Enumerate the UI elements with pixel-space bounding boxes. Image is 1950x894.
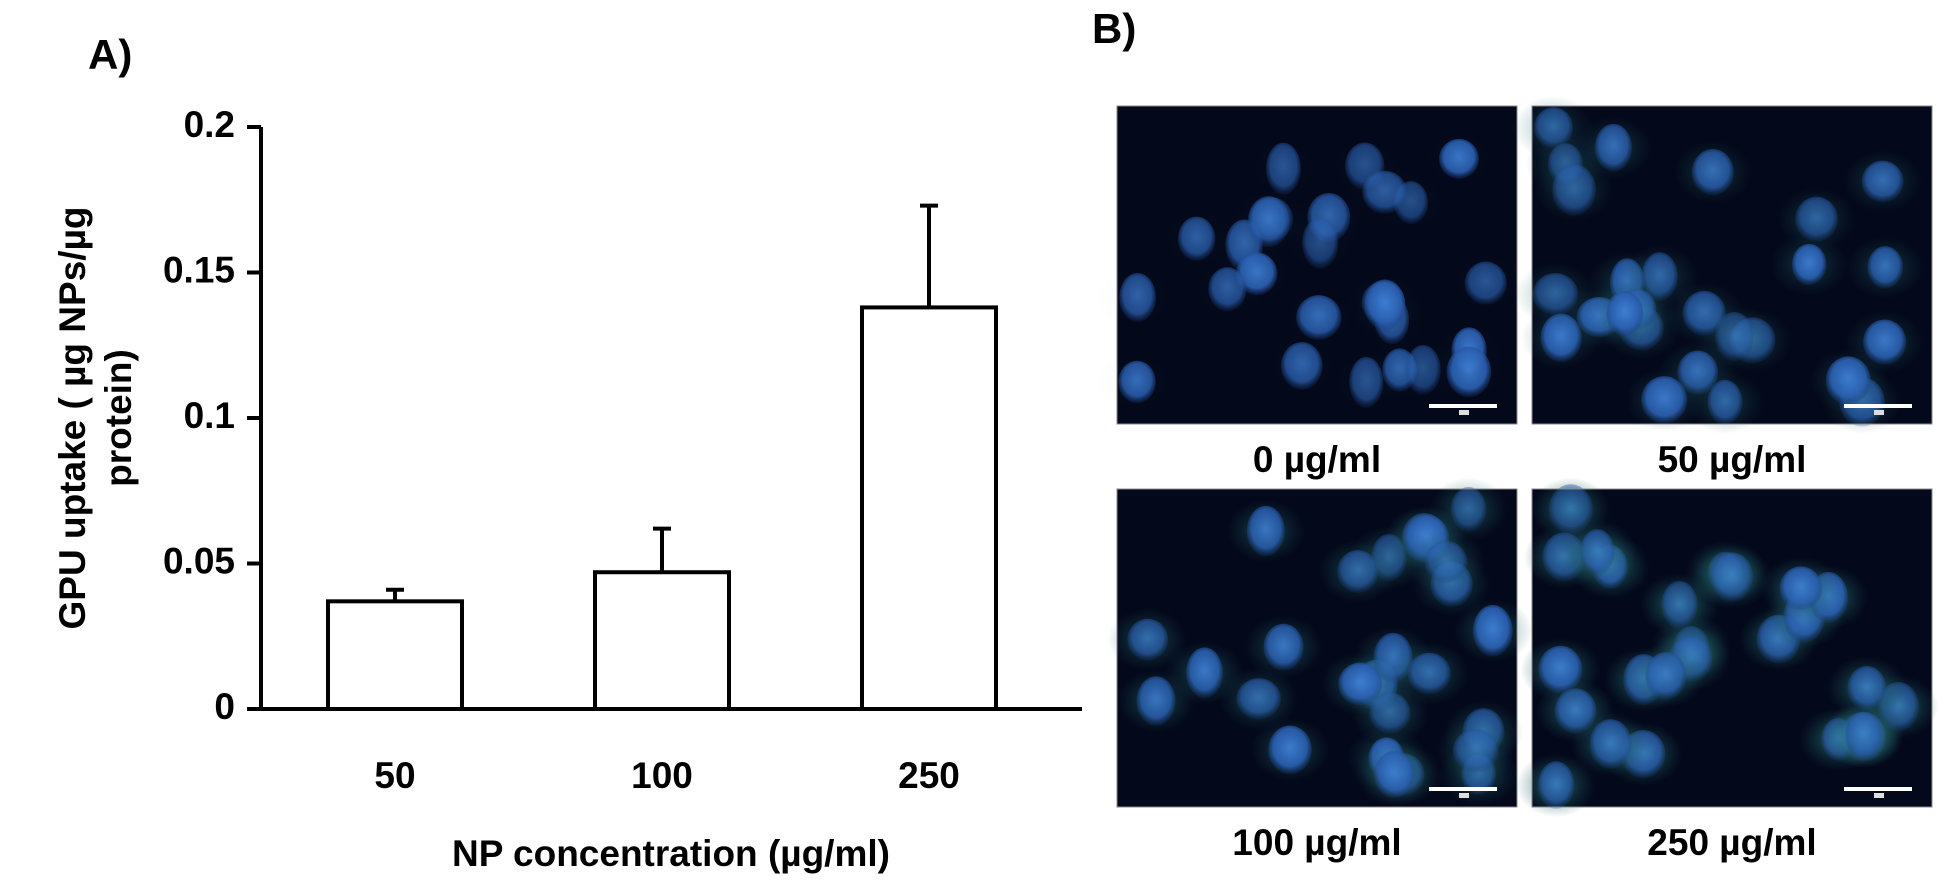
micrograph-border — [1116, 105, 1518, 425]
cell-nucleus — [1825, 356, 1871, 405]
cell-nucleus — [1532, 273, 1579, 316]
micrograph-border — [1116, 488, 1518, 808]
cell-nucleus — [1439, 138, 1479, 179]
cell-nucleus — [1452, 729, 1499, 773]
micrograph-caption: 50 µg/ml — [1658, 439, 1807, 480]
cell-nucleus — [1845, 711, 1882, 759]
cell-nucleus — [1362, 170, 1407, 214]
cell-nucleus — [1281, 342, 1323, 390]
bar — [593, 570, 731, 711]
cell-nucleus — [1246, 505, 1285, 557]
y-tick-label: 0.05 — [163, 540, 235, 581]
cell-nucleus — [1446, 346, 1492, 398]
y-tick-label: 0.1 — [184, 395, 235, 436]
cell-nucleus — [1268, 725, 1312, 775]
cell-nucleus — [1296, 295, 1342, 340]
cell-nucleus — [1118, 360, 1156, 404]
cell-nucleus — [1682, 290, 1726, 336]
cell-nucleus — [1537, 761, 1575, 810]
micrograph-border — [1531, 105, 1933, 425]
y-tick-label: 0.2 — [184, 104, 235, 145]
cell-nucleus — [1589, 719, 1632, 769]
micrograph-border — [1531, 488, 1933, 808]
panel-label: B) — [1092, 5, 1136, 52]
micrograph-caption: 250 µg/ml — [1647, 822, 1816, 863]
cell-nucleus — [1847, 665, 1887, 711]
cell-nucleus — [1208, 267, 1247, 312]
micrograph-caption: 100 µg/ml — [1232, 822, 1401, 863]
micrograph-caption: 0 µg/ml — [1253, 439, 1381, 480]
x-tick-label: 250 — [898, 755, 960, 796]
cell-nucleus — [1424, 540, 1468, 583]
cell-nucleus — [1538, 645, 1583, 694]
scale-bar-box — [1874, 410, 1884, 415]
y-axis-title-line: GPU uptake ( µg NPs/µg — [52, 207, 93, 630]
cell-nucleus — [1472, 605, 1513, 657]
cell-nucleus — [1464, 261, 1507, 305]
cell-nucleus — [1645, 652, 1687, 700]
cell-nucleus — [1265, 142, 1301, 195]
bar — [860, 305, 998, 711]
cell-nucleus — [1364, 279, 1406, 331]
cell-nucleus — [1707, 379, 1743, 425]
cell-nucleus — [1861, 160, 1904, 203]
cell-nucleus — [1795, 196, 1838, 242]
x-tick-label: 50 — [374, 755, 415, 796]
cell-nucleus — [1127, 618, 1169, 661]
cell-nucleus — [1236, 678, 1281, 720]
cell-nucleus — [1119, 273, 1156, 322]
micrograph-panel: 0 µg/ml 50 µg/ml 100 µg/ml 250 µg/ml — [1097, 95, 1939, 863]
cell-nucleus — [1247, 196, 1290, 248]
cell-nucleus — [1779, 566, 1823, 611]
y-axis-title-line: protein) — [98, 349, 139, 487]
cell-nucleus — [1579, 529, 1615, 575]
cell-nucleus — [1548, 484, 1593, 535]
panel-label: A) — [88, 31, 132, 78]
cell-nucleus — [1136, 676, 1176, 726]
cell-nucleus — [1337, 550, 1379, 594]
cell-nucleus — [1710, 552, 1754, 602]
cell-nucleus — [1302, 217, 1339, 269]
cell-nucleus — [1177, 216, 1216, 261]
cell-nucleus — [1338, 662, 1383, 706]
cell-nucleus — [1863, 319, 1907, 365]
cell-nucleus — [1349, 356, 1384, 408]
scale-bar-box — [1459, 793, 1469, 798]
cell-nucleus — [1641, 376, 1688, 424]
cell-nucleus — [1407, 652, 1451, 695]
x-axis-title: NP concentration (µg/ml) — [452, 833, 890, 874]
y-tick-label: 0 — [214, 686, 235, 727]
cell-nucleus — [1534, 107, 1573, 149]
y-tick-label: 0.15 — [163, 249, 235, 290]
scale-bar-box — [1874, 793, 1884, 798]
cell-nucleus — [1374, 750, 1415, 799]
cell-nucleus — [1594, 123, 1633, 172]
cell-nucleus — [1661, 580, 1698, 629]
cell-nucleus — [1552, 164, 1596, 216]
cell-nucleus — [1791, 243, 1827, 286]
cell-nucleus — [1867, 246, 1903, 289]
scale-bar-box — [1459, 410, 1469, 415]
cell-nucleus — [1186, 647, 1223, 699]
bar — [326, 599, 464, 712]
x-tick-label: 100 — [631, 755, 693, 796]
cell-nucleus — [1691, 149, 1734, 196]
cell-nucleus — [1606, 290, 1644, 337]
cell-nucleus — [1263, 623, 1304, 671]
y-axis-title: GPU uptake ( µg NPs/µg protein) — [52, 207, 139, 630]
